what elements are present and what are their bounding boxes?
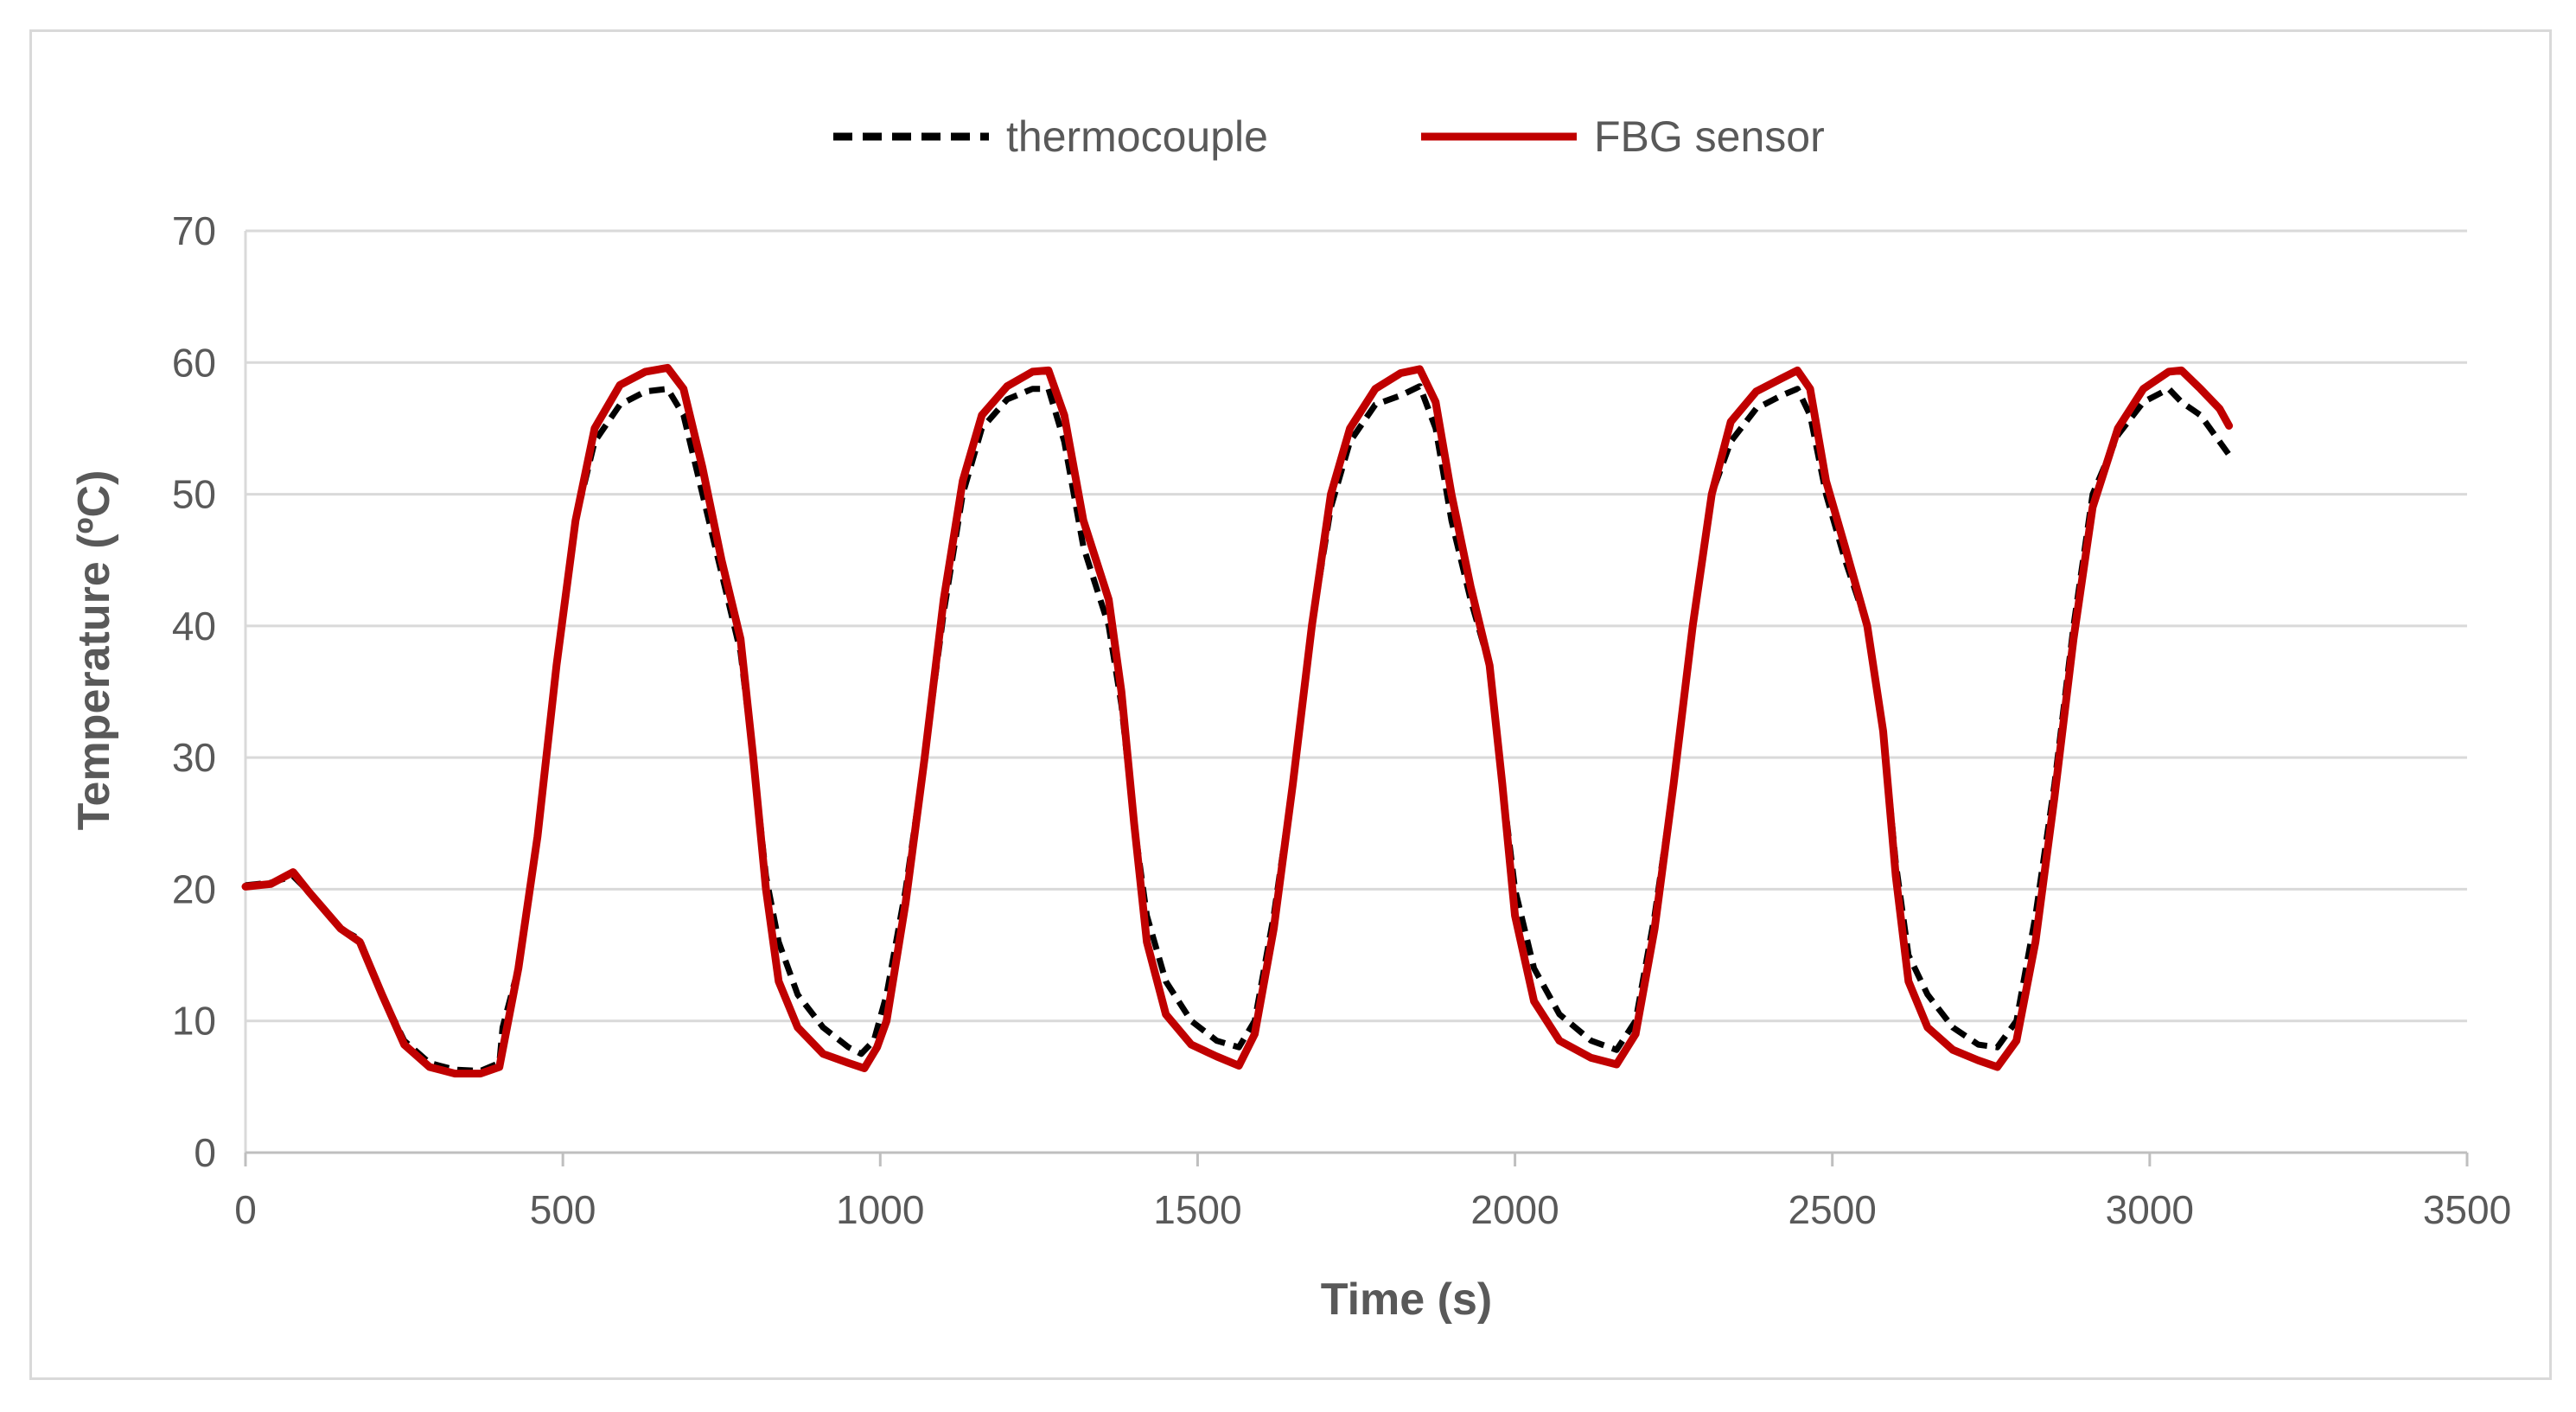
x-tick-label: 0 — [234, 1187, 257, 1232]
x-tick-labels: 0 500 1000 1500 2000 2500 3000 3500 — [234, 1153, 2511, 1232]
series-group — [241, 363, 2234, 1078]
y-tick-label: 0 — [194, 1130, 216, 1175]
series-line-fbg-sensor — [241, 363, 2234, 1078]
y-tick-label: 70 — [172, 208, 216, 253]
x-tick-label: 2000 — [1470, 1187, 1559, 1232]
y-tick-labels: 0 10 20 30 40 50 60 70 — [172, 208, 216, 1175]
grid — [245, 229, 2467, 1023]
x-tick-label: 3500 — [2423, 1187, 2511, 1232]
x-tick-label: 3000 — [2106, 1187, 2194, 1232]
y-tick-label: 40 — [172, 604, 216, 648]
x-tick-label: 1000 — [836, 1187, 924, 1232]
legend: thermocouple FBG sensor — [833, 112, 1825, 161]
x-tick-label: 1500 — [1153, 1187, 1241, 1232]
chart-frame — [29, 29, 2552, 1380]
x-axis-title: Time (s) — [1321, 1275, 1492, 1325]
legend-label-thermocouple: thermocouple — [1006, 112, 1268, 161]
series-line-thermocouple — [245, 383, 2232, 1075]
x-tick-label: 2500 — [1789, 1187, 1877, 1232]
y-tick-label: 60 — [172, 340, 216, 385]
y-tick-label: 10 — [172, 999, 216, 1044]
y-tick-label: 20 — [172, 866, 216, 911]
axes — [244, 231, 2467, 1154]
y-axis-title: Temperature (ºC) — [69, 470, 119, 831]
y-tick-label: 30 — [172, 735, 216, 780]
legend-label-fbg-sensor: FBG sensor — [1594, 112, 1825, 161]
x-tick-label: 500 — [530, 1187, 596, 1232]
y-tick-label: 50 — [172, 472, 216, 517]
